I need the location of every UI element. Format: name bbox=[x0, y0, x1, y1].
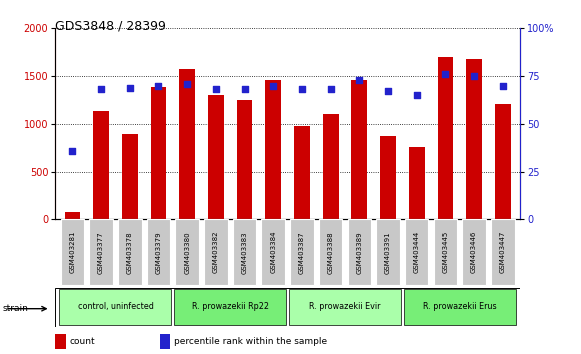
Text: control, uninfected: control, uninfected bbox=[77, 302, 153, 311]
FancyBboxPatch shape bbox=[59, 289, 171, 325]
Text: percentile rank within the sample: percentile rank within the sample bbox=[174, 337, 328, 346]
Text: GSM403447: GSM403447 bbox=[500, 231, 506, 273]
Point bbox=[326, 87, 335, 92]
Text: GSM403387: GSM403387 bbox=[299, 231, 305, 274]
Text: GSM403378: GSM403378 bbox=[127, 231, 133, 274]
FancyBboxPatch shape bbox=[289, 289, 401, 325]
Text: GSM403389: GSM403389 bbox=[356, 231, 363, 274]
FancyBboxPatch shape bbox=[462, 219, 486, 285]
Point bbox=[154, 83, 163, 88]
FancyBboxPatch shape bbox=[89, 219, 113, 285]
Text: GSM403444: GSM403444 bbox=[414, 231, 419, 273]
FancyBboxPatch shape bbox=[405, 219, 428, 285]
Bar bbox=[466, 59, 482, 219]
FancyBboxPatch shape bbox=[174, 289, 286, 325]
Text: count: count bbox=[70, 337, 95, 346]
Point bbox=[498, 83, 507, 88]
Bar bbox=[409, 147, 425, 219]
Point bbox=[268, 83, 278, 88]
FancyBboxPatch shape bbox=[404, 289, 516, 325]
FancyBboxPatch shape bbox=[204, 219, 228, 285]
Text: strain: strain bbox=[3, 304, 29, 313]
Bar bbox=[294, 126, 310, 219]
Point bbox=[383, 88, 393, 94]
FancyBboxPatch shape bbox=[376, 219, 400, 285]
FancyBboxPatch shape bbox=[261, 219, 285, 285]
Bar bbox=[352, 80, 367, 219]
Point bbox=[469, 73, 479, 79]
FancyBboxPatch shape bbox=[433, 219, 457, 285]
FancyBboxPatch shape bbox=[319, 219, 342, 285]
Text: R. prowazekii Evir: R. prowazekii Evir bbox=[309, 302, 381, 311]
Bar bbox=[322, 114, 339, 219]
Point bbox=[96, 87, 106, 92]
Bar bbox=[122, 135, 138, 219]
Text: R. prowazekii Rp22: R. prowazekii Rp22 bbox=[192, 302, 268, 311]
Text: GSM403382: GSM403382 bbox=[213, 231, 219, 274]
Bar bbox=[236, 100, 253, 219]
Bar bbox=[180, 69, 195, 219]
FancyBboxPatch shape bbox=[147, 219, 170, 285]
FancyBboxPatch shape bbox=[175, 219, 199, 285]
Point bbox=[125, 85, 134, 90]
Text: GSM403377: GSM403377 bbox=[98, 231, 104, 274]
FancyBboxPatch shape bbox=[347, 219, 371, 285]
FancyBboxPatch shape bbox=[290, 219, 314, 285]
Point bbox=[211, 87, 221, 92]
Point bbox=[412, 92, 421, 98]
Bar bbox=[150, 87, 166, 219]
Point bbox=[354, 77, 364, 83]
FancyBboxPatch shape bbox=[491, 219, 515, 285]
Text: GSM403445: GSM403445 bbox=[442, 231, 449, 273]
Text: GSM403383: GSM403383 bbox=[242, 231, 248, 274]
FancyBboxPatch shape bbox=[118, 219, 142, 285]
Text: GSM403384: GSM403384 bbox=[270, 231, 276, 274]
FancyBboxPatch shape bbox=[60, 219, 84, 285]
Text: GSM403388: GSM403388 bbox=[328, 231, 333, 274]
FancyBboxPatch shape bbox=[55, 287, 520, 327]
Bar bbox=[495, 104, 511, 219]
Text: GSM403446: GSM403446 bbox=[471, 231, 477, 273]
Bar bbox=[266, 80, 281, 219]
Bar bbox=[64, 212, 80, 219]
Point bbox=[68, 148, 77, 154]
Text: GSM403391: GSM403391 bbox=[385, 231, 391, 274]
Text: GSM403379: GSM403379 bbox=[156, 231, 162, 274]
Point bbox=[297, 87, 307, 92]
Point bbox=[441, 72, 450, 77]
Bar bbox=[380, 136, 396, 219]
Bar bbox=[437, 57, 453, 219]
Point bbox=[182, 81, 192, 87]
Text: GDS3848 / 28399: GDS3848 / 28399 bbox=[55, 19, 166, 33]
Text: R. prowazekii Erus: R. prowazekii Erus bbox=[423, 302, 497, 311]
Bar bbox=[208, 95, 224, 219]
Point bbox=[240, 87, 249, 92]
Text: GSM403281: GSM403281 bbox=[69, 231, 76, 274]
Bar bbox=[93, 112, 109, 219]
FancyBboxPatch shape bbox=[233, 219, 256, 285]
Text: GSM403380: GSM403380 bbox=[184, 231, 190, 274]
